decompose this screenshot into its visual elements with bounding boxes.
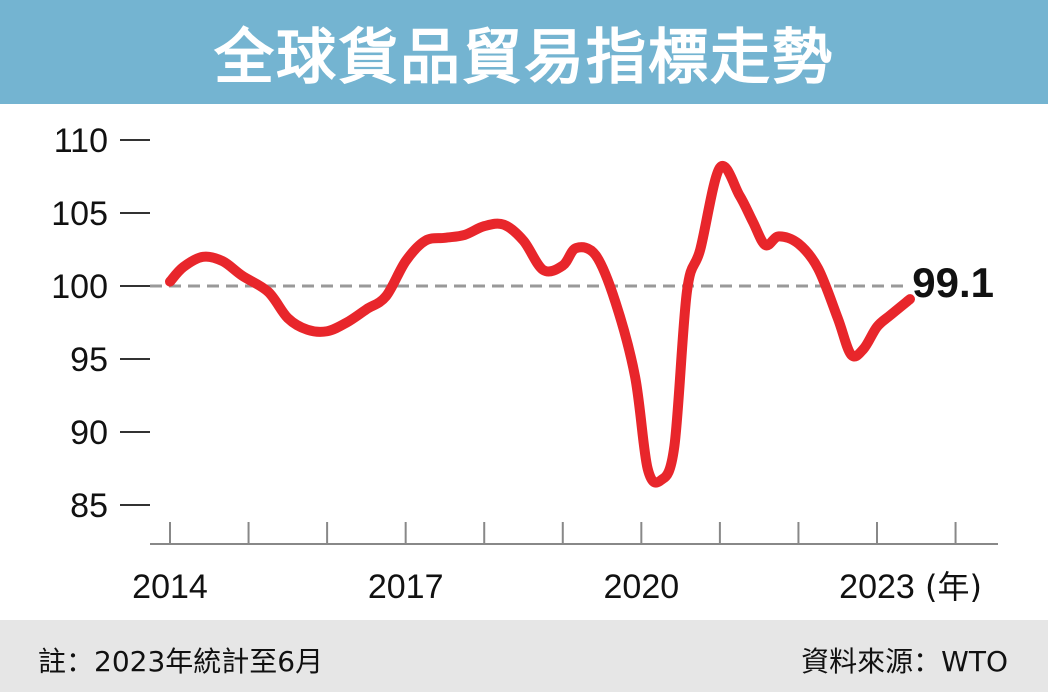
footer-bar xyxy=(0,620,1048,692)
header-banner xyxy=(0,0,1048,104)
footer-note: 註：2023年統計至6月 xyxy=(38,645,324,678)
x-unit-label: (年) xyxy=(925,568,982,606)
y-tick-label: 100 xyxy=(51,268,108,306)
y-tick-label: 90 xyxy=(70,414,108,452)
trade-index-series-line xyxy=(165,160,915,488)
footer-source: 資料來源：WTO xyxy=(801,645,1008,678)
chart-title: 全球貨品貿易指標走勢 xyxy=(214,22,834,93)
x-tick-label: 2020 xyxy=(604,568,680,606)
x-tick-label: 2017 xyxy=(368,568,444,606)
y-tick-label: 110 xyxy=(54,122,108,160)
line-chart: 85 90 95 100 105 110 2014 2017 2020 2023 (年) 99.1 xyxy=(51,122,998,606)
x-tick-label: 2023 xyxy=(839,568,915,606)
y-tick-label: 105 xyxy=(51,195,108,233)
y-tick-label: 85 xyxy=(70,487,108,525)
x-tick-label: 2014 xyxy=(132,568,208,606)
end-value-label: 99.1 xyxy=(912,259,994,306)
y-tick-label: 95 xyxy=(70,341,108,379)
